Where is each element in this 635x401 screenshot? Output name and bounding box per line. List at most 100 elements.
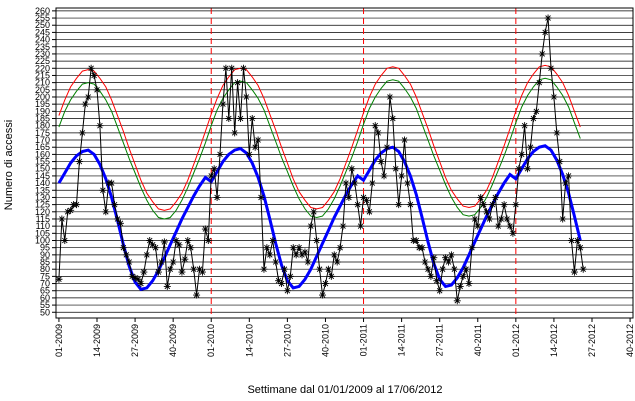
- y-tick-label: 115: [36, 214, 50, 224]
- data-point: [231, 129, 239, 137]
- data-point: [494, 222, 502, 230]
- data-point: [260, 265, 268, 273]
- data-point: [547, 64, 555, 72]
- data-point: [143, 251, 151, 259]
- y-tick-label: 255: [35, 13, 50, 23]
- data-point: [84, 93, 92, 101]
- x-tick-label: 27-2011: [435, 324, 445, 356]
- y-tick-label: 235: [35, 42, 50, 52]
- data-point: [155, 268, 163, 276]
- x-tick-label: 14-2010: [244, 324, 254, 357]
- data-point: [351, 179, 359, 187]
- data-point: [368, 179, 376, 187]
- data-point: [301, 248, 309, 256]
- data-point: [219, 100, 227, 108]
- data-point: [477, 193, 485, 201]
- data-point: [295, 244, 303, 252]
- data-point: [310, 208, 318, 216]
- y-tick-label: 230: [35, 49, 50, 59]
- data-point: [216, 150, 224, 158]
- data-point: [61, 237, 69, 244]
- y-tick-label: 225: [35, 56, 50, 66]
- data-point: [339, 222, 347, 230]
- y-tick-label: 90: [40, 250, 50, 260]
- x-tick-label: 01-2010: [206, 324, 216, 357]
- x-tick-label: 27-2012: [587, 324, 597, 357]
- data-point: [108, 179, 116, 187]
- data-point: [172, 237, 180, 244]
- y-tick-label: 240: [35, 35, 50, 45]
- data-point: [237, 115, 245, 123]
- x-tick-label: 14-2012: [549, 324, 559, 357]
- x-tick-label: 40-2011: [473, 324, 483, 356]
- data-point: [239, 64, 247, 72]
- y-tick-label: 210: [35, 78, 50, 88]
- data-point: [573, 237, 581, 244]
- x-tick-label: 40-2009: [168, 324, 178, 357]
- data-point: [222, 64, 230, 72]
- data-point: [471, 215, 479, 223]
- data-point: [157, 258, 165, 266]
- data-point: [532, 107, 540, 115]
- data-point: [114, 215, 122, 223]
- data-point: [73, 201, 81, 209]
- y-tick-label: 135: [35, 185, 50, 195]
- y-tick-label: 245: [35, 27, 50, 37]
- data-point: [503, 215, 511, 223]
- data-point: [365, 208, 373, 216]
- data-point: [354, 201, 362, 209]
- data-point: [75, 158, 83, 166]
- data-point: [444, 258, 452, 266]
- data-point: [330, 251, 338, 259]
- data-point: [207, 172, 215, 180]
- data-point: [266, 251, 274, 259]
- data-point: [184, 237, 192, 244]
- data-point: [316, 265, 324, 273]
- x-tick-label: 40-2010: [320, 324, 330, 357]
- data-point: [137, 280, 145, 288]
- data-point: [506, 222, 514, 230]
- data-point: [386, 93, 394, 101]
- data-point: [442, 254, 450, 262]
- data-point: [134, 275, 142, 283]
- data-point: [485, 215, 493, 223]
- data-point: [406, 201, 414, 209]
- y-tick-label: 250: [35, 20, 50, 30]
- data-point: [380, 172, 388, 180]
- data-point: [559, 215, 567, 223]
- data-point: [362, 196, 370, 204]
- series-line: [58, 77, 581, 220]
- data-point: [439, 265, 447, 273]
- data-point: [292, 251, 300, 259]
- data-point: [515, 165, 523, 173]
- y-tick-label: 65: [40, 286, 50, 296]
- data-point: [544, 14, 552, 22]
- data-point: [93, 86, 101, 94]
- data-point: [459, 272, 467, 280]
- y-tick-label: 260: [35, 6, 50, 16]
- data-point: [562, 179, 570, 187]
- data-point: [187, 244, 195, 252]
- data-point: [102, 208, 110, 216]
- y-tick-label: 130: [35, 192, 50, 202]
- data-point: [257, 193, 265, 201]
- data-point: [500, 201, 508, 209]
- y-tick-label: 175: [35, 128, 50, 138]
- data-point: [456, 282, 464, 290]
- data-point: [169, 258, 177, 266]
- data-point: [298, 251, 306, 259]
- y-tick-label: 150: [35, 164, 50, 174]
- data-point: [254, 136, 262, 144]
- data-point: [324, 265, 332, 273]
- data-point: [96, 122, 104, 130]
- y-tick-label: 120: [35, 207, 50, 217]
- data-point: [313, 237, 321, 244]
- data-point: [518, 150, 526, 158]
- data-point: [213, 193, 221, 201]
- x-tick-label: 01-2012: [511, 324, 521, 357]
- data-point: [289, 244, 297, 252]
- data-point: [398, 172, 406, 180]
- data-point: [286, 272, 294, 280]
- data-point: [278, 280, 286, 288]
